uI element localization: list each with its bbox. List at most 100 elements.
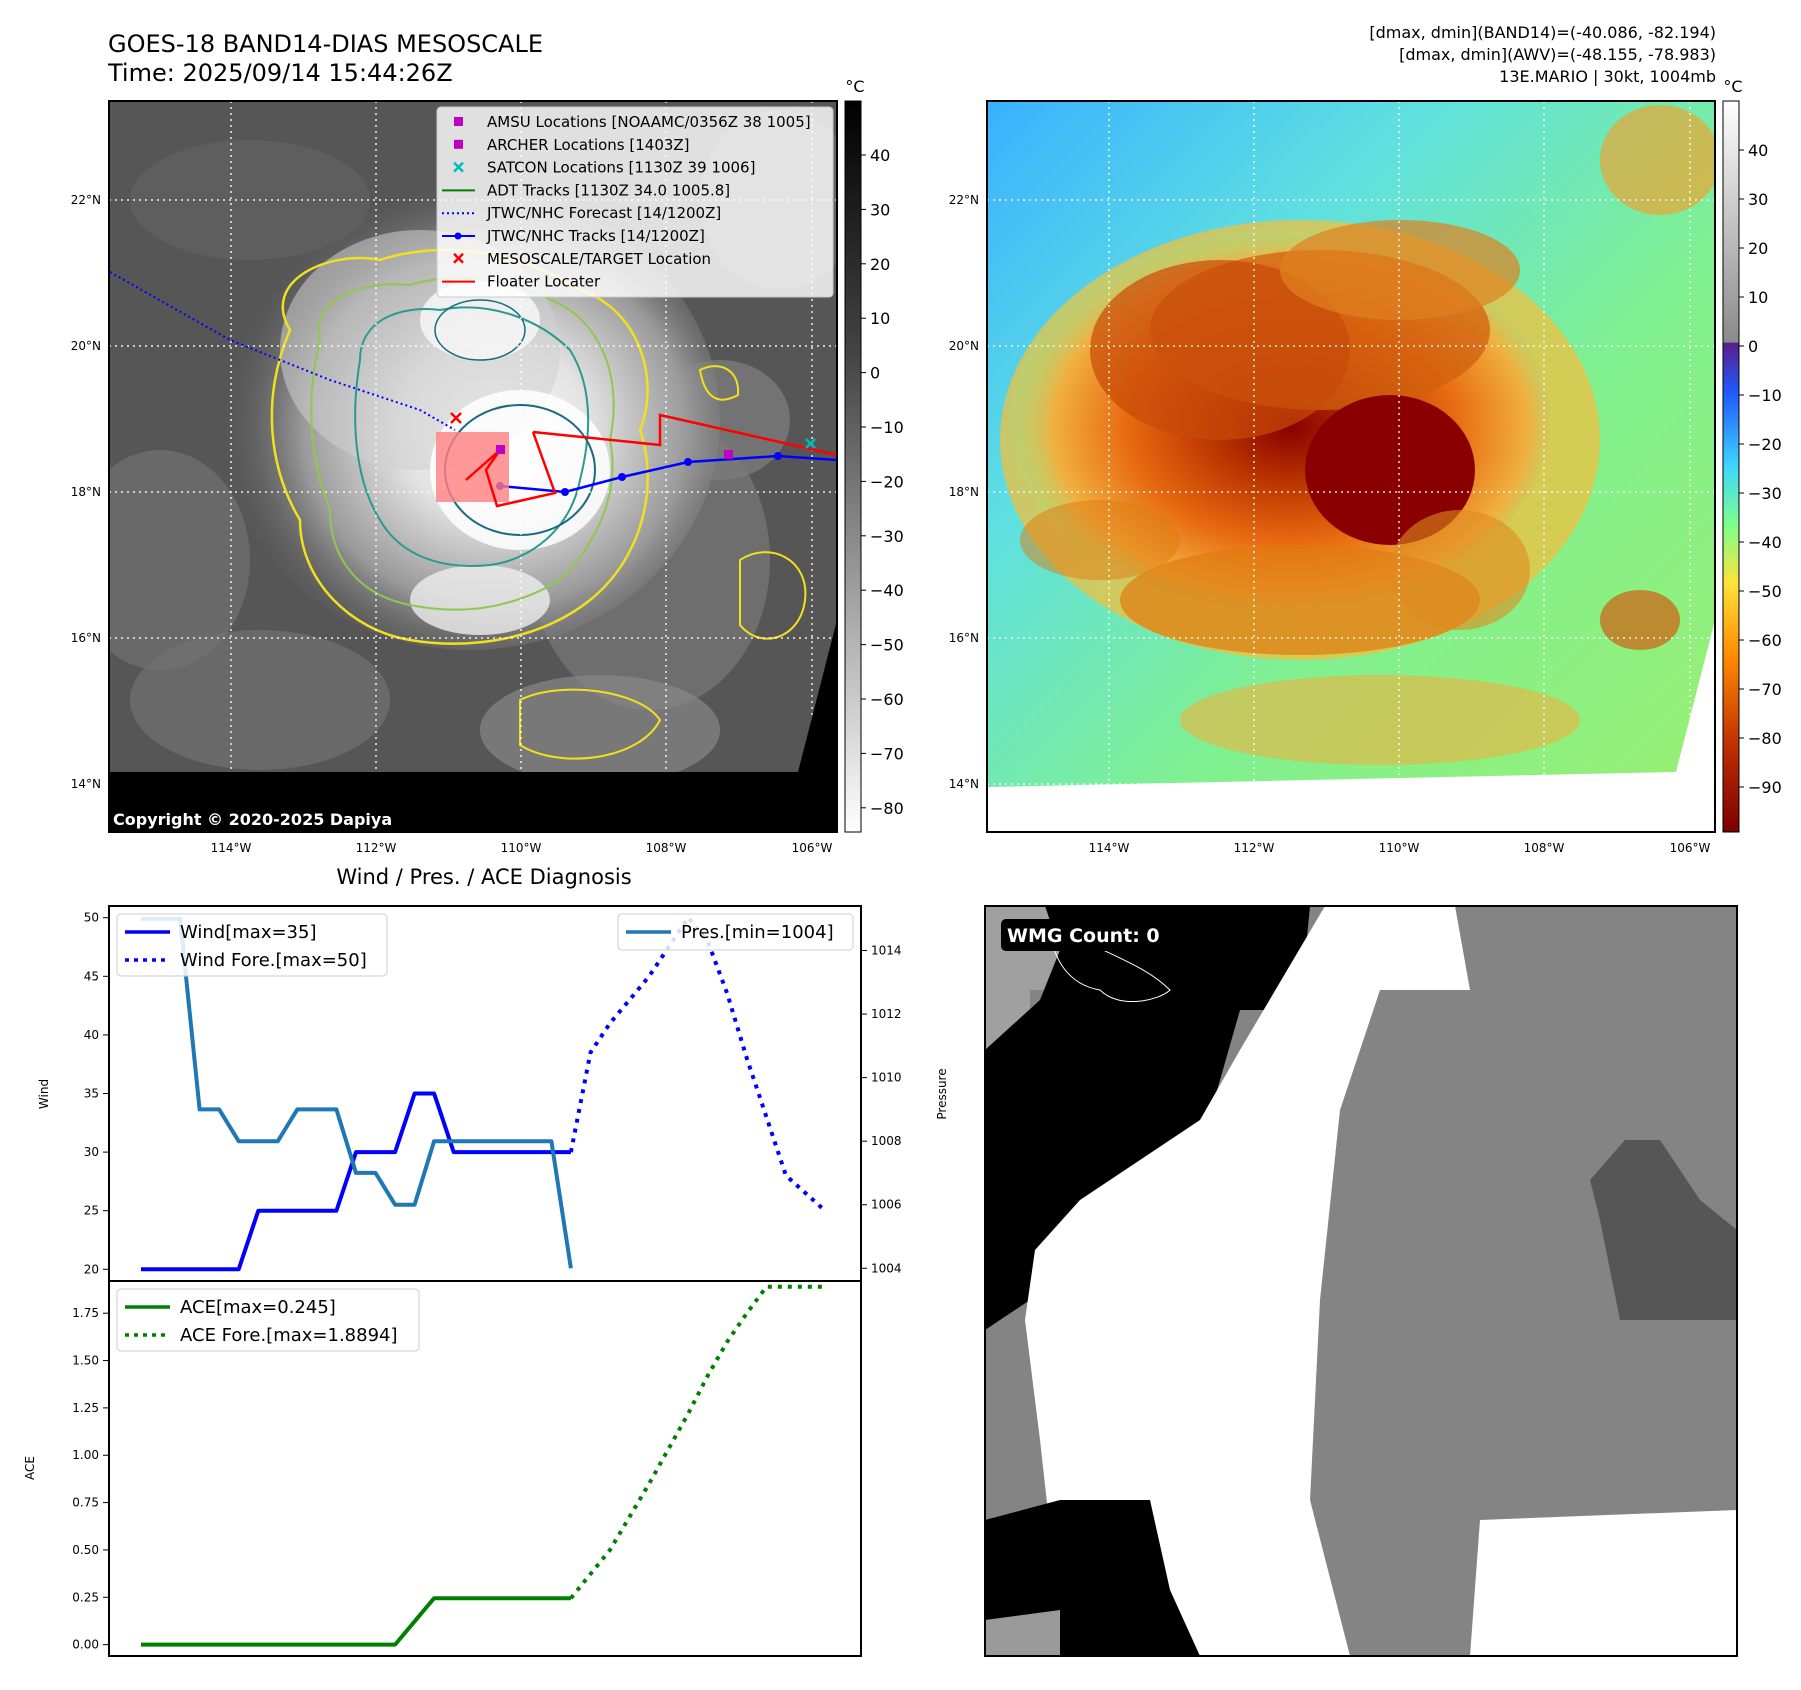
map-legend: AMSU Locations [NOAAMC/0356Z 38 1005] ARC… [436,106,834,298]
color-colorbar [1722,100,1740,833]
axis-tick-label: 45 [84,969,99,983]
ir-lat-ticks: 22°N 20°N 18°N 16°N 14°N [71,193,101,791]
svg-text:20°N: 20°N [949,339,979,353]
axis-tick-label: 0.25 [72,1590,99,1604]
stats-line-3: 13E.MARIO | 30kt, 1004mb [1499,67,1716,86]
axis-tick-label: 1.50 [72,1354,99,1368]
svg-text:16°N: 16°N [949,631,979,645]
ace-panel: 1.75 1.50 1.25 1.00 0.75 0.50 0.25 0.00 ACE ACE… [23,1280,862,1657]
color-colorbar-unit: °C [1723,77,1742,96]
diagnosis-title: Wind / Pres. / ACE Diagnosis [336,865,631,889]
legend-x-marker [453,161,464,173]
svg-text:112°W: 112°W [356,841,397,855]
colorbar-tick-label: 0 [1748,337,1758,356]
wind-y-label: Wind [37,1079,51,1109]
axis-tick-label: 20 [84,1262,99,1276]
legend-label: Floater Locater [487,273,601,291]
ir-colorbar [844,100,862,833]
legend-pressure: Pres.[min=1004] [681,922,834,943]
colorbar-tick-label: −60 [870,690,904,709]
legend-ace: ACE[max=0.245] [180,1297,336,1318]
svg-text:114°W: 114°W [1089,841,1130,855]
svg-text:106°W: 106°W [1670,841,1711,855]
ir-lon-ticks: 114°W 112°W 110°W 108°W 106°W [211,841,833,855]
legend-item: ARCHER Locations [1403Z] [454,136,690,154]
svg-text:110°W: 110°W [501,841,542,855]
series-pres [141,916,573,1269]
legend-square-marker [454,139,463,149]
wmg-count-text: WMG Count: 0 [1007,925,1160,947]
forecast-track [109,271,456,431]
legend-dot-marker [454,232,462,240]
axis-tick-label: 1.75 [72,1306,99,1320]
svg-text:14°N: 14°N [71,777,101,791]
colorbar-tick-label: 0 [870,364,880,383]
pressure-legend: Pres.[min=1004] [617,913,854,951]
series-wind [141,1091,571,1272]
ace-series-group [141,1284,825,1647]
axis-tick-label: 35 [84,1087,99,1101]
axis-tick-label: 0.75 [72,1496,99,1510]
colorbar-tick-label: −40 [870,581,904,600]
pressure-y-ticks: 1014 1012 1010 1008 1006 1004 [861,943,902,1275]
legend-wind: Wind[max=35] [180,922,317,943]
legend-label: SATCON Locations [1130Z 39 1006] [487,159,755,177]
pressure-y-label: Pressure [935,1068,949,1119]
legend-label: ARCHER Locations [1403Z] [487,136,690,154]
colorbar-tick-label: −50 [1748,582,1782,601]
colorbar-tick-label: −20 [1748,435,1782,454]
legend-item: SATCON Locations [1130Z 39 1006] [453,159,755,177]
legend-label: ADT Tracks [1130Z 34.0 1005.8] [487,181,730,199]
amsu-marker [496,445,505,454]
svg-text:14°N: 14°N [949,777,979,791]
legend-label: JTWC/NHC Tracks [14/1200Z] [486,227,705,245]
wmg-panel: WMG Count: 0 [984,905,1738,1657]
axis-tick-label: 1012 [871,1007,902,1021]
axis-tick-label: 1008 [871,1134,902,1148]
wind-legend: Wind[max=35] Wind Fore.[max=50] [116,913,388,977]
colorbar-tick-label: −10 [870,418,904,437]
wmg-count-badge [1001,919,1181,951]
svg-text:22°N: 22°N [71,193,101,207]
satcon-marker [805,438,816,449]
ir-map-panel: Copyright © 2020-2025 Dapiya AMSU Locati… [71,77,904,855]
colorbar-tick-label: 30 [1748,190,1768,209]
colorbar-tick-label: −30 [1748,484,1782,503]
color-colorbar-ticks: 40 30 20 10 0 −10 −20 −30 −40 −50 −60 −70 −80 −90 [1739,141,1782,797]
colorbar-tick-label: −60 [1748,631,1782,650]
axis-tick-label: 40 [84,1028,99,1042]
axis-tick-label: 1014 [871,943,902,957]
ir-colorbar-ticks: 40 30 20 10 0 −10 −20 −30 −40 −50 −60 −70 −80 [861,146,904,818]
color-map-frame [986,100,1716,833]
legend-x-marker [453,252,464,264]
svg-text:106°W: 106°W [792,841,833,855]
title-line-2: Time: 2025/09/14 15:44:26Z [107,59,453,87]
colorbar-tick-label: 10 [870,309,890,328]
axis-tick-label: 1006 [871,1198,902,1212]
svg-text:110°W: 110°W [1379,841,1420,855]
colorbar-tick-label: −80 [870,799,904,818]
color-no-data-region [987,620,1715,832]
colorbar-tick-label: −80 [1748,729,1782,748]
archer-marker [724,450,733,459]
series-ace [141,1596,571,1647]
ace-legend: ACE[max=0.245] ACE Fore.[max=1.8894] [116,1288,420,1352]
svg-text:16°N: 16°N [71,631,101,645]
colorbar-tick-label: −90 [1748,778,1782,797]
axis-tick-label: 0.50 [72,1543,99,1557]
colorbar-tick-label: 20 [870,255,890,274]
color-storm-core [1305,395,1475,545]
legend-item: MESOSCALE/TARGET Location [453,250,711,268]
stats-line-2: [dmax, dmin](AWV)=(-48.155, -78.983) [1399,45,1716,64]
copyright-box [109,806,409,832]
legend-item: JTWC/NHC Tracks [14/1200Z] [442,227,705,245]
mesoscale-box [436,432,509,502]
colorbar-tick-label: −30 [870,527,904,546]
legend-ace-forecast: ACE Fore.[max=1.8894] [180,1325,398,1346]
ir-map-frame [108,100,838,833]
svg-text:20°N: 20°N [71,339,101,353]
colorbar-tick-label: −70 [870,744,904,763]
colorbar-tick-label: 10 [1748,288,1768,307]
